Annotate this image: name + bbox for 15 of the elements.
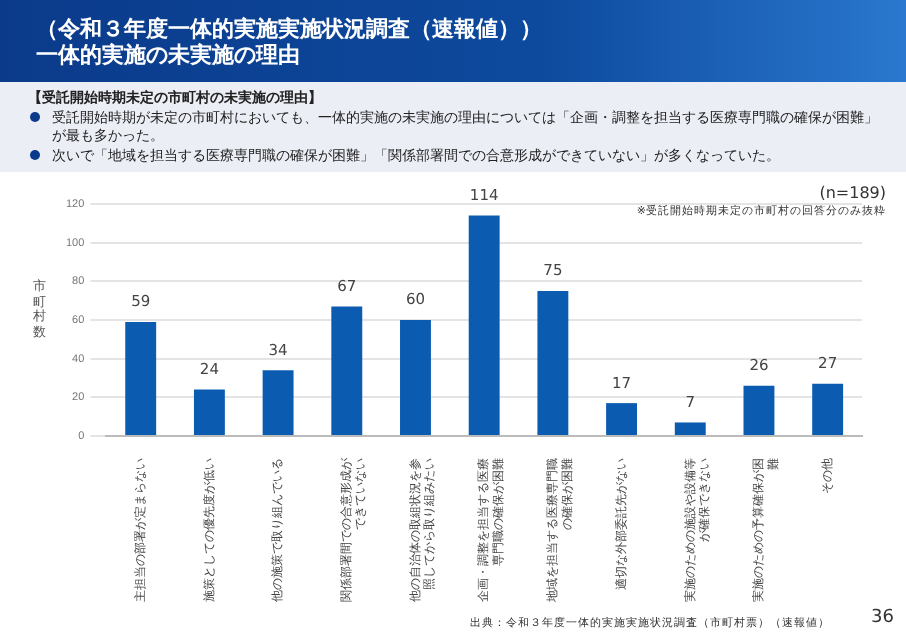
- bar: [812, 383, 844, 435]
- text: 36: [871, 608, 894, 628]
- bar: [193, 389, 225, 435]
- bar: [537, 291, 569, 435]
- bar: [262, 370, 294, 435]
- bar: [743, 385, 775, 435]
- bar: [125, 321, 157, 435]
- bar: [468, 215, 500, 435]
- bar: [674, 422, 706, 435]
- text: (n=189): [819, 184, 886, 202]
- bar: [331, 306, 363, 435]
- chart-title: 一体的実施の未実施の理由: [36, 42, 302, 68]
- chart-subtitle: （令和３年度一体的実施実施状況調査（速報値））: [36, 16, 544, 42]
- bar: [606, 403, 638, 435]
- bar: [400, 320, 431, 435]
